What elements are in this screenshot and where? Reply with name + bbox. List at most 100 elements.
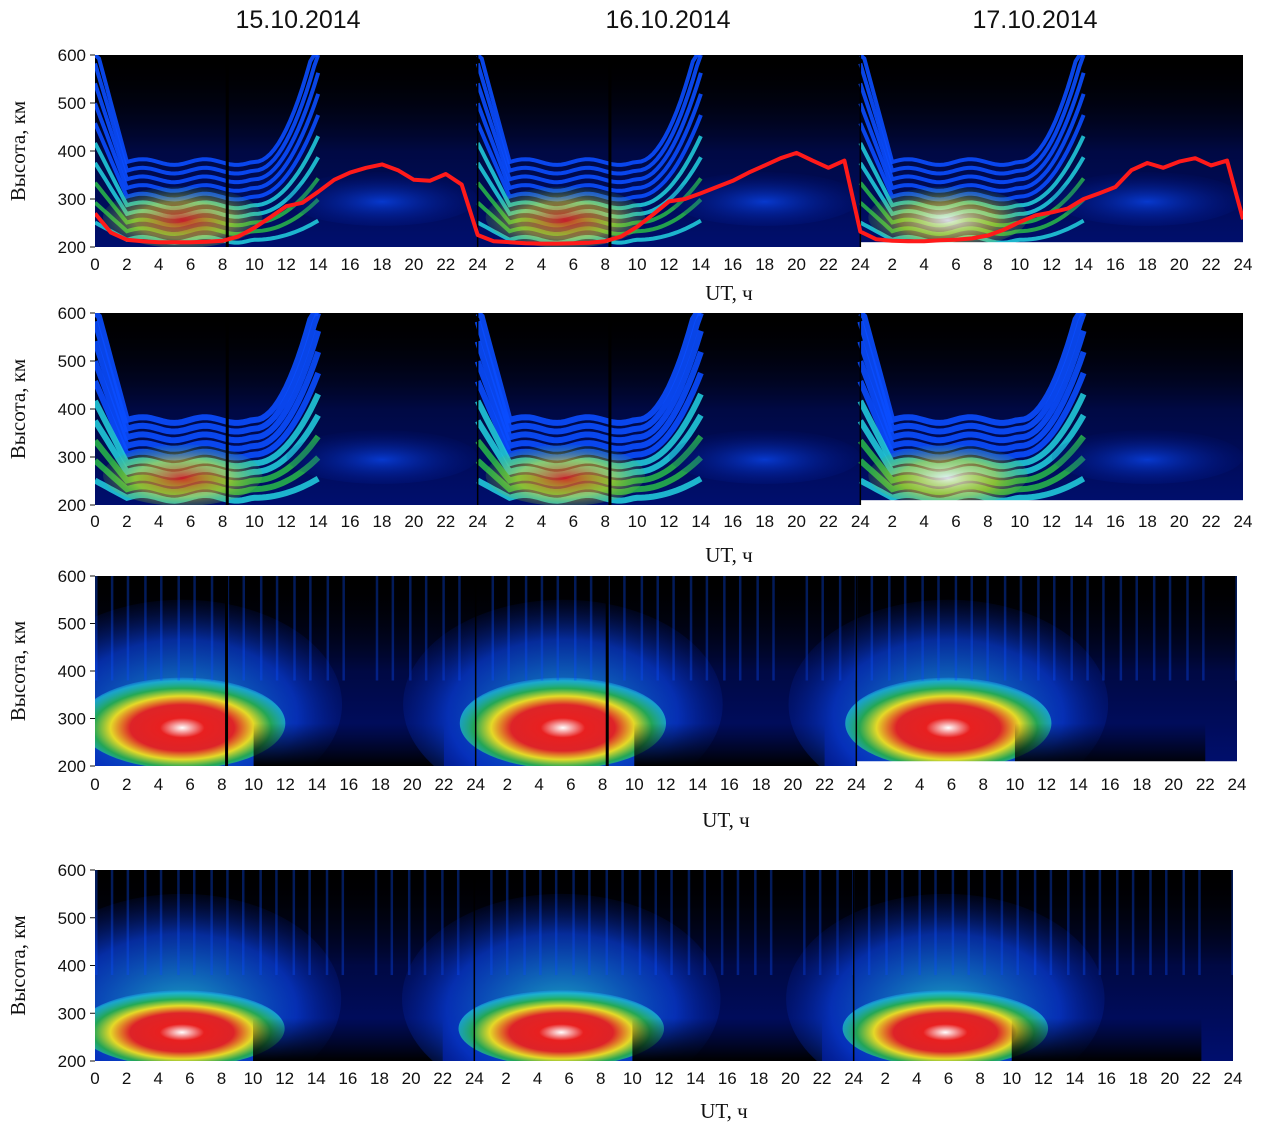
heatmap-streak: [638, 870, 642, 976]
heatmap-streak: [1070, 576, 1073, 681]
x-tick-label: 16: [1101, 775, 1120, 794]
heatmap-streak: [736, 870, 740, 976]
x-axis-label: UT, ч: [700, 1099, 748, 1123]
date-title-day1: 15.10.2014: [235, 6, 361, 34]
x-tick-label: 12: [276, 775, 295, 794]
heatmap-streak: [589, 576, 593, 681]
x-tick-label: 8: [598, 775, 607, 794]
heatmap-streak: [1000, 870, 1004, 976]
heatmap-core: [485, 186, 646, 247]
x-tick-label: 24: [468, 512, 487, 531]
x-tick-label: 2: [122, 1069, 131, 1088]
heatmap-streak: [159, 870, 163, 976]
heatmap-band: [858, 72, 1086, 185]
x-tick-label: 24: [466, 775, 485, 794]
x-tick-label: 18: [373, 512, 392, 531]
x-tick-label: 12: [655, 1069, 674, 1088]
x-axis-label: UT, ч: [705, 281, 753, 305]
heatmap-core: [95, 677, 286, 766]
date-title-day3: 17.10.2014: [972, 6, 1098, 34]
heatmap-dark-line: [608, 55, 612, 247]
x-tick-label: 16: [1097, 1069, 1116, 1088]
x-tick-label: 24: [468, 255, 487, 274]
heatmap-streak: [539, 870, 542, 976]
x-tick-label: 22: [1192, 1069, 1211, 1088]
heatmap-band: [475, 55, 703, 176]
heatmap-band: [95, 350, 322, 452]
x-tick-label: 20: [402, 1069, 421, 1088]
x-tick-label: 2: [881, 1069, 890, 1088]
y-tick-label: 300: [58, 190, 86, 209]
y-tick-label: 400: [58, 662, 86, 681]
heatmap-streak: [1198, 870, 1201, 976]
x-tick-label: 6: [944, 1069, 953, 1088]
heatmap-streak: [210, 576, 214, 681]
x-tick-label: 14: [691, 255, 710, 274]
heatmap-streak: [409, 576, 412, 681]
y-axis-label: Высота, км: [6, 915, 30, 1015]
x-tick-label: 8: [975, 1069, 984, 1088]
heatmap-evening: [669, 172, 861, 226]
heatmap-band: [858, 55, 1086, 176]
x-tick-label: 12: [660, 255, 679, 274]
x-tick-label: 24: [844, 1069, 863, 1088]
heatmap-gap: [856, 761, 1237, 766]
x-tick-label: 14: [1074, 255, 1093, 274]
heatmap-streak: [242, 576, 246, 681]
heatmap-core: [842, 990, 1049, 1061]
x-tick-label: 16: [341, 512, 360, 531]
x-tick-label: 22: [813, 1069, 832, 1088]
heatmap-streak: [1019, 576, 1023, 681]
heatmap-streak: [656, 576, 659, 681]
heatmap-streak: [640, 576, 644, 681]
heatmap-streak: [918, 870, 921, 976]
heatmap-core: [868, 186, 1028, 247]
x-tick-label: 24: [851, 255, 870, 274]
x-tick-label: 14: [1069, 775, 1088, 794]
heatmap-streak: [95, 870, 98, 976]
heatmap-streak: [241, 870, 245, 976]
x-tick-label: 8: [983, 255, 992, 274]
heatmap-streak: [954, 576, 958, 681]
x-tick-label: 24: [1224, 1069, 1243, 1088]
y-tick-label: 200: [58, 496, 86, 515]
heatmap-band: [475, 313, 701, 426]
x-tick-label: 18: [1129, 1069, 1148, 1088]
heatmap-streak: [442, 576, 445, 681]
heatmap-streak: [605, 870, 609, 976]
x-axis-label: UT, ч: [702, 808, 750, 832]
x-tick-label: 16: [338, 1069, 357, 1088]
y-tick-label: 500: [58, 352, 86, 371]
heatmap-streak: [275, 576, 279, 681]
heatmap-streak: [821, 576, 824, 681]
heatmap-streak: [1149, 870, 1152, 976]
x-tick-label: 18: [1138, 255, 1157, 274]
heatmap-streak: [970, 576, 974, 681]
x-tick-label: 20: [403, 775, 422, 794]
x-tick-label: 18: [755, 512, 774, 531]
x-tick-label: 6: [951, 512, 960, 531]
heatmap-night: [1014, 723, 1206, 766]
heatmap-streak: [687, 870, 691, 976]
x-tick-label: 6: [186, 512, 195, 531]
x-tick-label: 4: [154, 512, 163, 531]
heatmap-streak: [523, 870, 526, 976]
y-tick-label: 500: [58, 94, 86, 113]
y-tick-label: 300: [58, 1004, 86, 1023]
x-tick-label: 4: [537, 255, 546, 274]
x-tick-label: 6: [569, 255, 578, 274]
heatmap-core: [845, 677, 1052, 766]
x-tick-label: 14: [309, 512, 328, 531]
x-tick-label: 18: [371, 775, 390, 794]
heatmap-band: [474, 329, 704, 444]
heatmap-streak: [308, 870, 311, 976]
heatmap-streak: [703, 870, 707, 976]
heatmap-streak: [554, 870, 558, 976]
hmf2-line: [95, 150, 1243, 246]
x-tick-label: 24: [1228, 775, 1247, 794]
heatmap-streak: [507, 576, 510, 681]
heatmap-band: [858, 93, 1086, 193]
heatmap-band: [95, 55, 321, 176]
x-tick-label: 24: [851, 512, 870, 531]
x-tick-label: 20: [781, 1069, 800, 1088]
